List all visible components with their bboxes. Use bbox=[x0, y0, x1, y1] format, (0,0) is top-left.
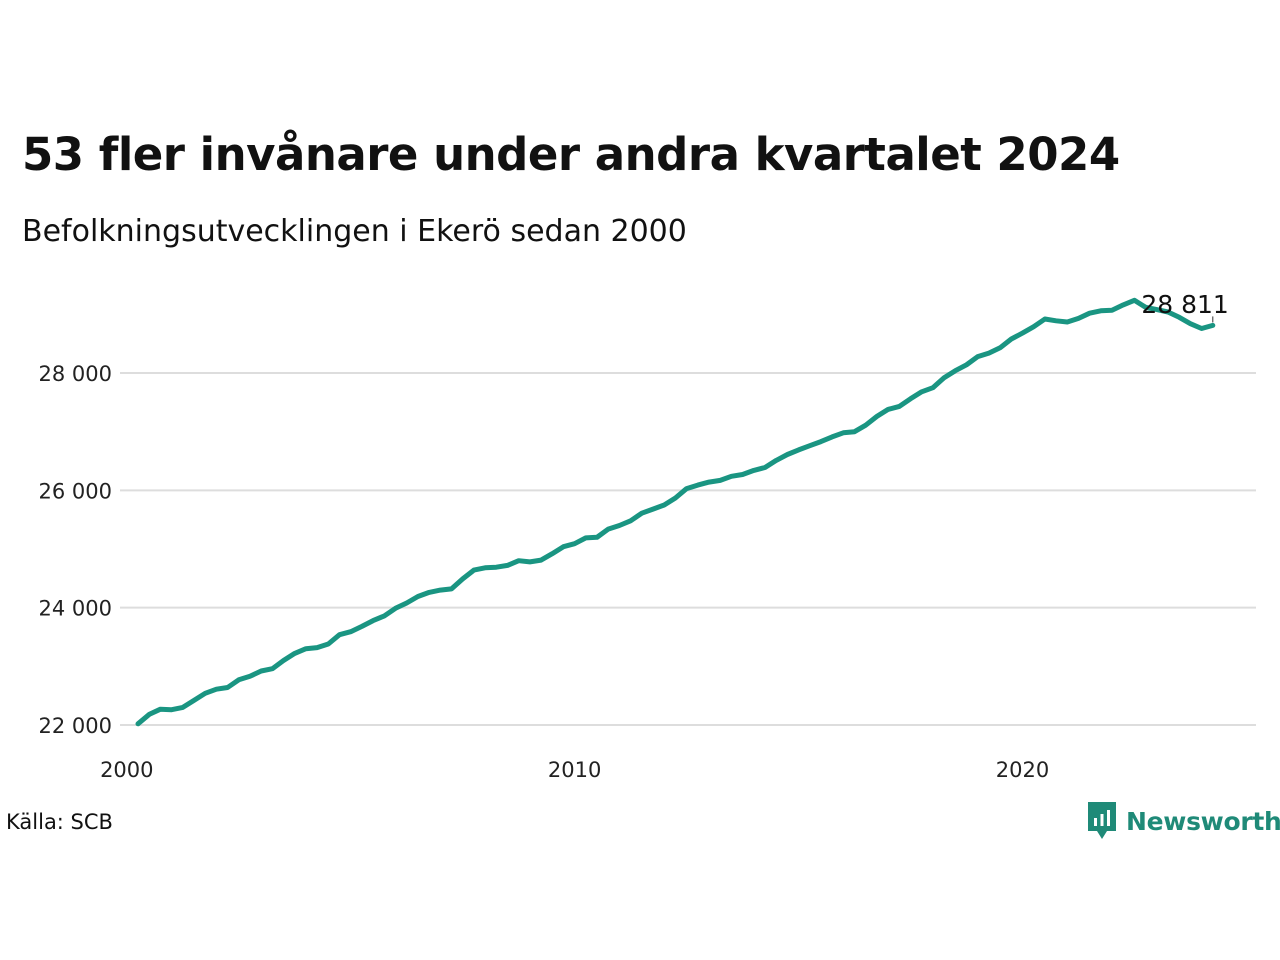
y-tick-label: 28 000 bbox=[39, 362, 112, 386]
source-note: Källa: SCB bbox=[6, 810, 113, 834]
line-chart: 22 000 24 000 26 000 28 000 2000 2010 2020 28… bbox=[39, 290, 1256, 782]
chart-subtitle: Befolkningsutvecklingen i Ekerö sedan 20… bbox=[22, 214, 687, 249]
y-axis-labels: 22 000 24 000 26 000 28 000 bbox=[39, 362, 112, 738]
end-marker: 28 811 bbox=[1141, 290, 1229, 323]
y-tick-label: 24 000 bbox=[39, 597, 112, 621]
x-tick-label: 2000 bbox=[100, 758, 153, 782]
x-tick-label: 2010 bbox=[548, 758, 601, 782]
newsworthy-logo[interactable]: Newsworthy bbox=[1088, 802, 1280, 840]
y-tick-label: 26 000 bbox=[39, 479, 112, 503]
x-tick-label: 2020 bbox=[996, 758, 1049, 782]
population-line bbox=[135, 297, 1216, 727]
y-tick-label: 22 000 bbox=[39, 714, 112, 738]
x-axis-labels: 2000 2010 2020 bbox=[100, 758, 1049, 782]
end-value-label: 28 811 bbox=[1141, 290, 1228, 319]
y-gridlines bbox=[120, 372, 1256, 726]
brand-name: Newsworthy bbox=[1126, 806, 1280, 836]
chart-title: 53 fler invånare under andra kvartalet 2… bbox=[22, 128, 1120, 181]
newsworthy-icon bbox=[1088, 802, 1116, 839]
